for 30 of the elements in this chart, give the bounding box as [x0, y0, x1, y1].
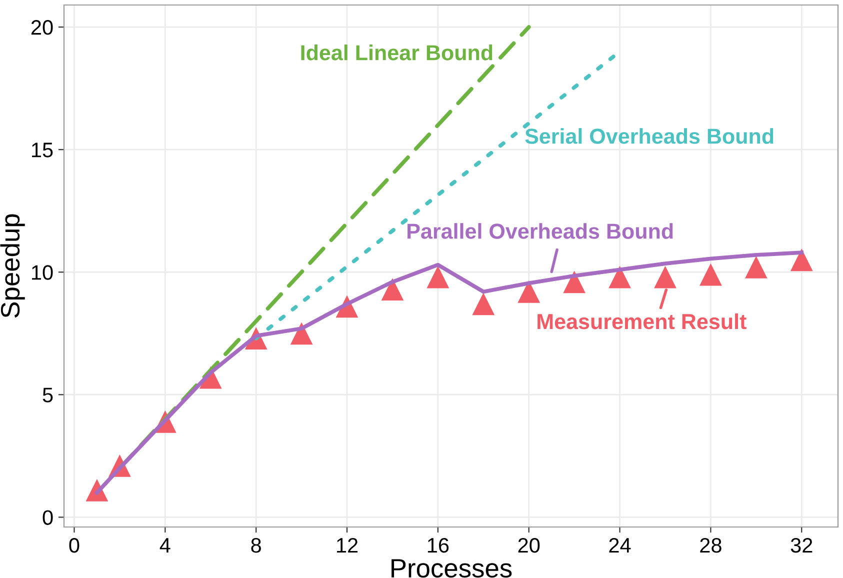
point — [472, 292, 495, 316]
y-axis-title: Speedup — [0, 214, 25, 318]
y-tick-label: 10 — [32, 265, 53, 280]
y-tick-label: 5 — [42, 388, 53, 402]
point — [381, 278, 404, 300]
point — [744, 256, 768, 278]
x-tick-label: 28 — [700, 538, 722, 553]
series-label: Parallel Overheads Bound — [408, 223, 673, 239]
x-tick-label: 32 — [790, 538, 812, 553]
point — [608, 266, 631, 288]
y-tick-label: 20 — [31, 20, 53, 35]
x-tick-label: 4 — [160, 538, 170, 553]
point — [426, 266, 450, 288]
x-tick-label: 8 — [251, 538, 261, 553]
y-tick-label: 15 — [32, 142, 53, 158]
series-label: Ideal Linear Bound — [301, 44, 492, 60]
point — [700, 263, 722, 286]
x-axis-title: Processes — [392, 559, 512, 578]
point — [563, 270, 586, 294]
x-tick-label: 0 — [69, 538, 80, 553]
y-tick-label: 0 — [42, 510, 53, 525]
x-tick-label: 16 — [428, 538, 449, 553]
x-tick-label: 20 — [518, 538, 540, 553]
legend-label: Measurement Result — [538, 313, 746, 330]
point — [790, 248, 813, 272]
point — [518, 280, 540, 303]
x-tick-label: 24 — [609, 538, 631, 553]
point — [654, 266, 676, 288]
x-tick-label: 12 — [337, 538, 358, 553]
series-label: Serial Overheads Bound — [525, 128, 774, 144]
